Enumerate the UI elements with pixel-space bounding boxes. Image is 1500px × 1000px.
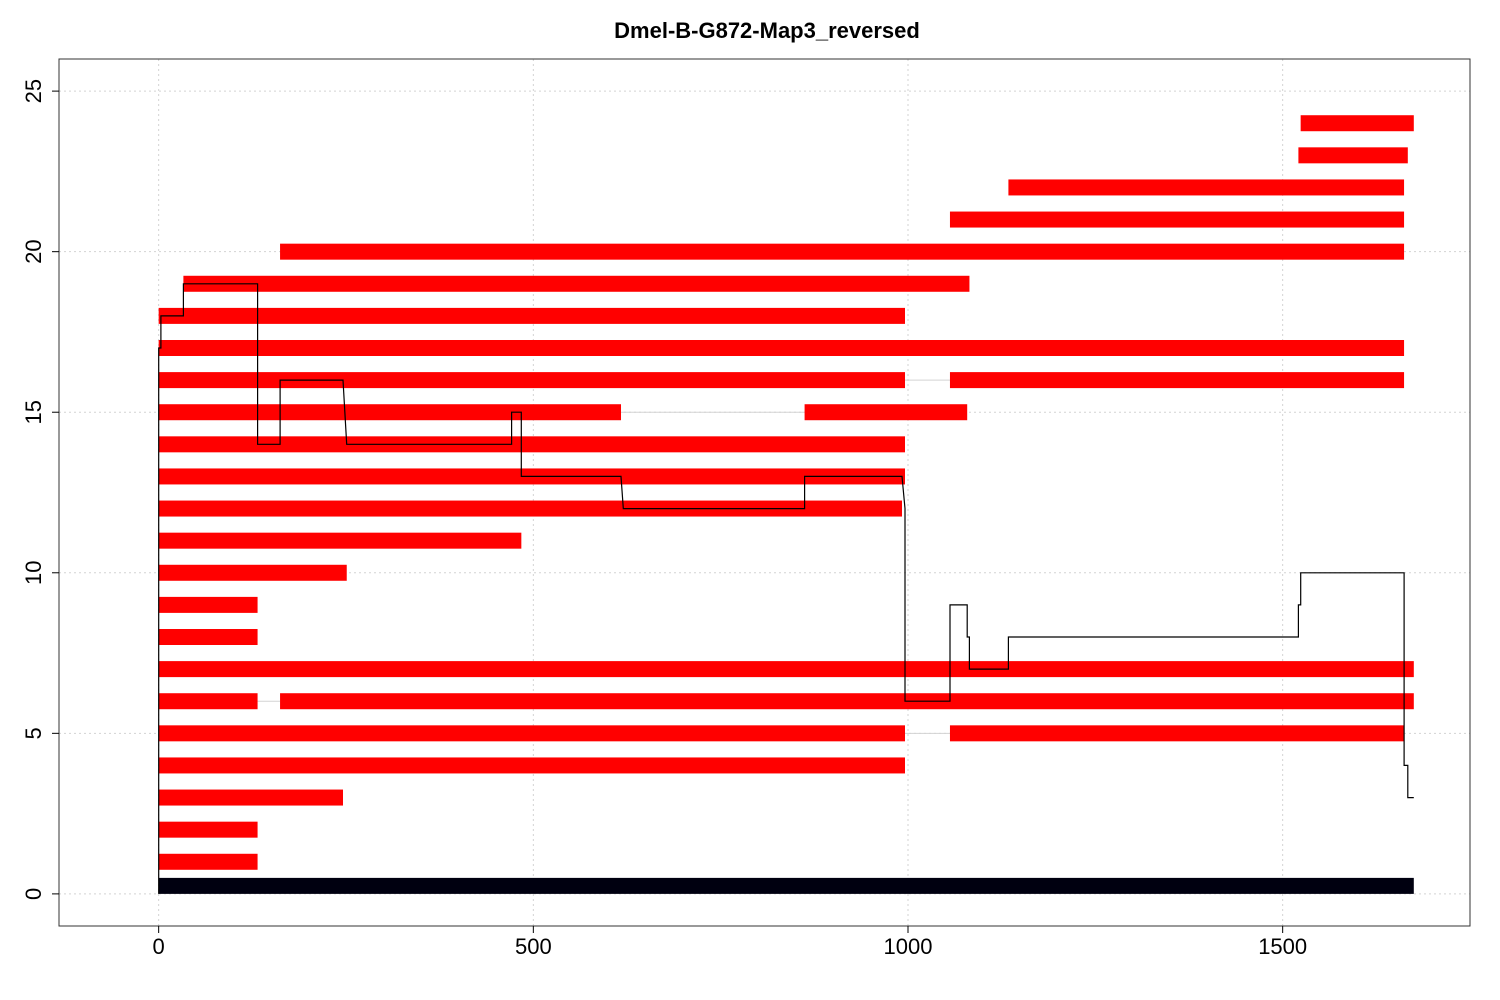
read-segment-bar <box>158 372 906 389</box>
read-segment-bar <box>949 372 1405 389</box>
read-segment-bar <box>158 629 258 645</box>
y-tick-label: 5 <box>21 727 46 739</box>
read-segment-bar <box>158 757 906 774</box>
read-segment-bar <box>158 661 1414 678</box>
read-segment-bar <box>949 211 1405 228</box>
chart-title: Dmel-B-G872-Map3_reversed <box>614 18 920 43</box>
read-segment-bar <box>280 243 1405 260</box>
read-segment-bar <box>158 340 1405 356</box>
axis-layer: 0 500 1000 1500 0 5 10 15 20 25 <box>21 58 1471 959</box>
read-segment-bar <box>804 404 968 421</box>
read-segment-bar <box>158 596 258 613</box>
read-segment-bar <box>1008 179 1405 196</box>
y-tick-label: 10 <box>21 561 46 585</box>
plot-frame <box>58 58 1471 927</box>
coverage-line-layer <box>158 283 1414 894</box>
y-tick-label: 15 <box>21 400 46 424</box>
y-tick-label: 20 <box>21 239 46 263</box>
x-tick-label: 1500 <box>1258 934 1307 959</box>
read-segment-bar <box>158 821 258 838</box>
read-segment-bar <box>158 532 522 549</box>
read-segment-bar <box>158 404 622 421</box>
read-segment-bar <box>158 564 347 581</box>
read-segment-bar <box>949 725 1405 742</box>
read-layer <box>158 115 1414 894</box>
x-tick-label: 1000 <box>884 934 933 959</box>
read-segment-bar <box>158 789 343 806</box>
read-segment-bar <box>158 853 258 870</box>
read-segment-bar <box>183 275 970 292</box>
reference-bar <box>158 877 1414 894</box>
coverage-line <box>158 283 1414 894</box>
read-segment-bar <box>280 693 1414 710</box>
read-segment-bar <box>158 693 258 710</box>
x-tick-label: 500 <box>515 934 552 959</box>
read-segment-bar <box>158 725 906 742</box>
read-segment-bar <box>1300 115 1414 132</box>
x-tick-label: 0 <box>153 934 165 959</box>
read-segment-bar <box>158 500 903 517</box>
y-tick-label: 25 <box>21 79 46 103</box>
read-segment-bar <box>1298 147 1408 164</box>
read-segment-bar <box>158 436 906 453</box>
y-tick-label: 0 <box>21 888 46 900</box>
read-segment-bar <box>158 307 906 324</box>
